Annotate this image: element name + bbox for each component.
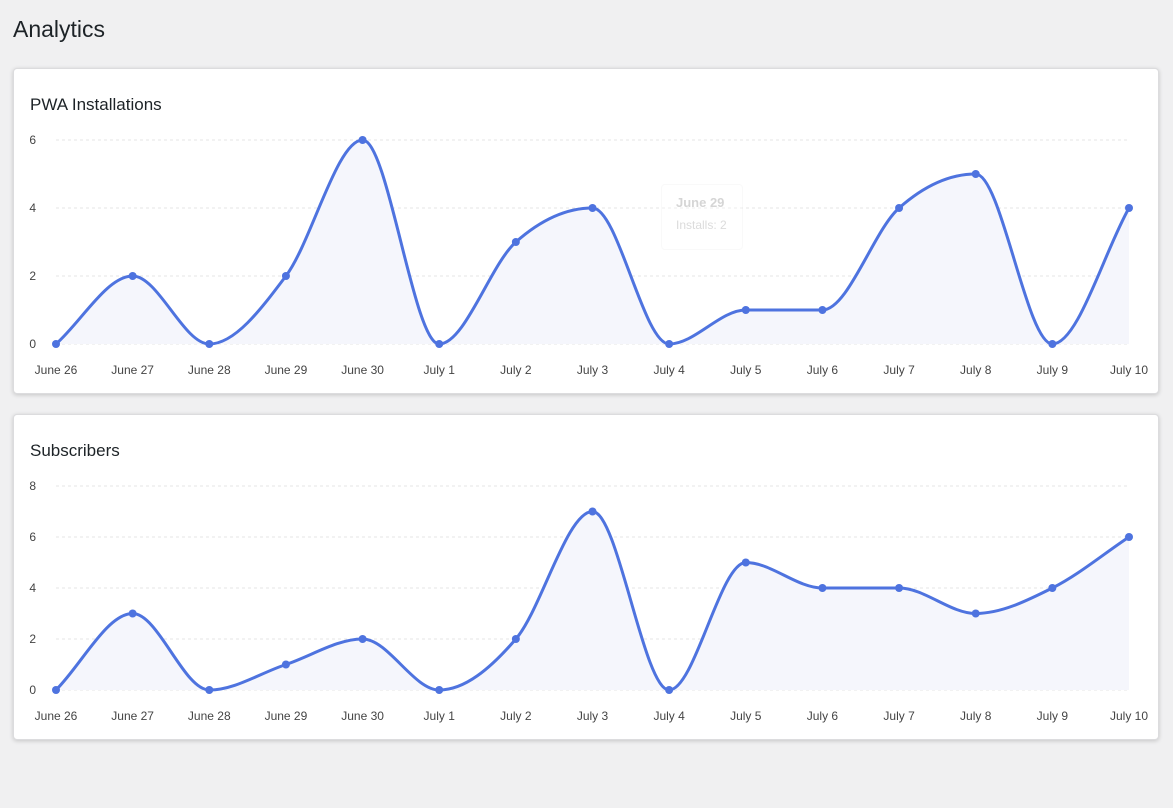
data-point bbox=[1125, 533, 1133, 541]
x-tick-label: July 9 bbox=[1037, 363, 1069, 377]
data-point bbox=[971, 170, 980, 178]
data-point bbox=[511, 635, 520, 643]
tooltip-body: Installs: 2 bbox=[676, 218, 727, 232]
x-tick-label: July 9 bbox=[1037, 709, 1069, 723]
data-point bbox=[281, 272, 290, 280]
x-tick-label: July 5 bbox=[730, 363, 762, 377]
data-point bbox=[281, 660, 290, 669]
x-tick-label: July 7 bbox=[883, 363, 915, 377]
y-tick-label: 6 bbox=[29, 133, 36, 147]
x-tick-label: June 28 bbox=[188, 363, 231, 377]
subscribers-chart[interactable]: 0 2 4 6 8 June 26 June 27 June 28 June 29 June 30… bbox=[14, 415, 1160, 741]
x-tick-label: July 10 bbox=[1110, 709, 1148, 723]
x-tick-label: July 10 bbox=[1110, 363, 1148, 377]
data-point bbox=[1048, 584, 1057, 592]
data-point bbox=[511, 238, 520, 246]
y-tick-label: 0 bbox=[29, 683, 36, 697]
data-point bbox=[588, 204, 597, 212]
y-tick-label: 2 bbox=[29, 632, 36, 646]
x-tick-label: June 26 bbox=[35, 363, 78, 377]
y-tick-label: 0 bbox=[29, 337, 36, 351]
x-tick-label: July 7 bbox=[883, 709, 915, 723]
x-tick-label: July 6 bbox=[807, 363, 839, 377]
data-point bbox=[128, 272, 137, 280]
x-tick-label: June 27 bbox=[111, 363, 154, 377]
data-point bbox=[205, 340, 214, 348]
y-tick-label: 8 bbox=[29, 479, 36, 493]
x-tick-label: June 30 bbox=[341, 709, 384, 723]
data-point bbox=[1125, 204, 1133, 212]
x-tick-label: July 8 bbox=[960, 363, 992, 377]
x-tick-label: July 3 bbox=[577, 709, 609, 723]
x-tick-label: July 6 bbox=[807, 709, 839, 723]
data-point bbox=[818, 584, 827, 592]
installations-chart-title: PWA Installations bbox=[30, 95, 162, 114]
installations-chart[interactable]: 0 2 4 6 June 26 June 27 June 28 June 29 June 30 J… bbox=[14, 69, 1160, 395]
x-tick-label: July 4 bbox=[653, 363, 685, 377]
x-tick-label: June 26 bbox=[35, 709, 78, 723]
data-point bbox=[358, 635, 367, 643]
data-point bbox=[128, 609, 137, 618]
data-point bbox=[895, 204, 904, 212]
data-point bbox=[588, 507, 597, 516]
x-tick-label: July 2 bbox=[500, 363, 532, 377]
data-point bbox=[665, 686, 674, 694]
x-tick-label: June 28 bbox=[188, 709, 231, 723]
data-point bbox=[205, 686, 214, 694]
data-point bbox=[741, 306, 750, 314]
data-point bbox=[435, 686, 444, 694]
data-point bbox=[358, 136, 367, 144]
chart-tooltip: June 29 Installs: 2 bbox=[661, 184, 743, 250]
data-point bbox=[741, 558, 750, 567]
data-point bbox=[665, 340, 674, 348]
data-point bbox=[895, 584, 904, 592]
y-tick-label: 2 bbox=[29, 269, 36, 283]
x-tick-label: July 3 bbox=[577, 363, 609, 377]
x-tick-label: July 5 bbox=[730, 709, 762, 723]
x-tick-label: July 1 bbox=[424, 363, 456, 377]
data-point bbox=[52, 686, 60, 694]
x-tick-label: June 29 bbox=[265, 709, 308, 723]
data-point bbox=[1048, 340, 1057, 348]
subscribers-card: Subscribers 0 2 4 6 8 June 26 June 27 June 28 Ju… bbox=[13, 414, 1159, 740]
x-tick-label: July 8 bbox=[960, 709, 992, 723]
x-tick-label: June 27 bbox=[111, 709, 154, 723]
x-tick-label: June 30 bbox=[341, 363, 384, 377]
data-point bbox=[971, 609, 980, 618]
y-tick-label: 4 bbox=[29, 581, 36, 595]
x-tick-label: July 1 bbox=[424, 709, 456, 723]
x-tick-label: July 4 bbox=[653, 709, 685, 723]
series-area bbox=[56, 140, 1129, 344]
data-point bbox=[818, 306, 827, 314]
tooltip-title: June 29 bbox=[676, 195, 725, 210]
subscribers-chart-title: Subscribers bbox=[30, 441, 120, 460]
x-tick-label: June 29 bbox=[265, 363, 308, 377]
y-tick-label: 4 bbox=[29, 201, 36, 215]
page-title: Analytics bbox=[13, 16, 106, 42]
y-tick-label: 6 bbox=[29, 530, 36, 544]
data-point bbox=[52, 340, 60, 348]
installations-card: PWA Installations 0 2 4 6 June 26 June 27 June… bbox=[13, 68, 1159, 394]
data-point bbox=[435, 340, 444, 348]
series-area bbox=[56, 511, 1129, 690]
x-tick-label: July 2 bbox=[500, 709, 532, 723]
